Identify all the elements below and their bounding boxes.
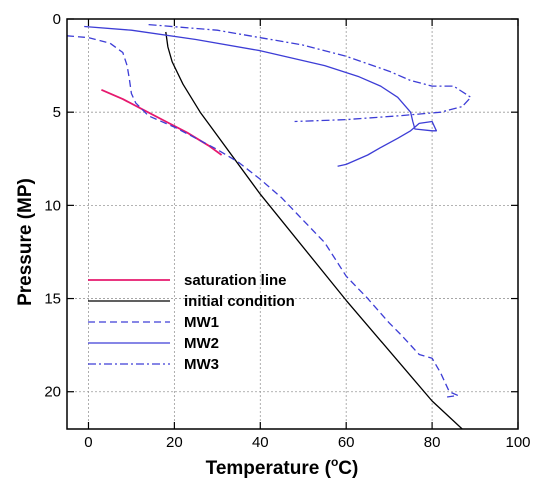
legend-label: saturation line: [184, 272, 287, 289]
series-line-mw3: [148, 23, 472, 123]
x-tick-label: 40: [252, 434, 269, 451]
y-tick-label: 20: [44, 384, 61, 401]
series-line-saturation-line: [101, 88, 223, 156]
legend-label: MW2: [184, 335, 219, 352]
series-line-mw2: [84, 25, 438, 167]
y-tick-label: 5: [53, 104, 61, 121]
plot-frame: [66, 18, 519, 430]
y-tick-label: 15: [44, 291, 61, 308]
y-axis-title: Pressure (MP): [15, 178, 36, 306]
x-tick-label: 80: [424, 434, 441, 451]
x-axis-title-main: Temperature (: [206, 458, 332, 479]
series-line-mw1: [67, 35, 459, 398]
y-tick-label: 10: [44, 197, 61, 214]
legend-label: MW3: [184, 356, 219, 373]
series-line-initial-condition: [165, 31, 463, 429]
x-axis-title-tail: C): [338, 458, 358, 479]
x-axis-title: Temperature (oC): [206, 455, 359, 479]
x-tick-label: 100: [505, 434, 530, 451]
legend: saturation line initial condition MW1 MW2 MW…: [88, 272, 295, 373]
x-axis-title-sup: o: [331, 455, 338, 469]
x-tick-label: 0: [84, 434, 92, 451]
legend-label: initial condition: [184, 293, 295, 310]
grid: [67, 19, 518, 429]
ticks: 0 20 40 60 80 100 0 5 10 15 20: [44, 11, 530, 451]
x-tick-label: 20: [166, 434, 183, 451]
legend-label: MW1: [184, 314, 219, 331]
series-layer: [67, 23, 472, 429]
x-tick-label: 60: [338, 434, 355, 451]
y-tick-label: 0: [53, 11, 61, 28]
